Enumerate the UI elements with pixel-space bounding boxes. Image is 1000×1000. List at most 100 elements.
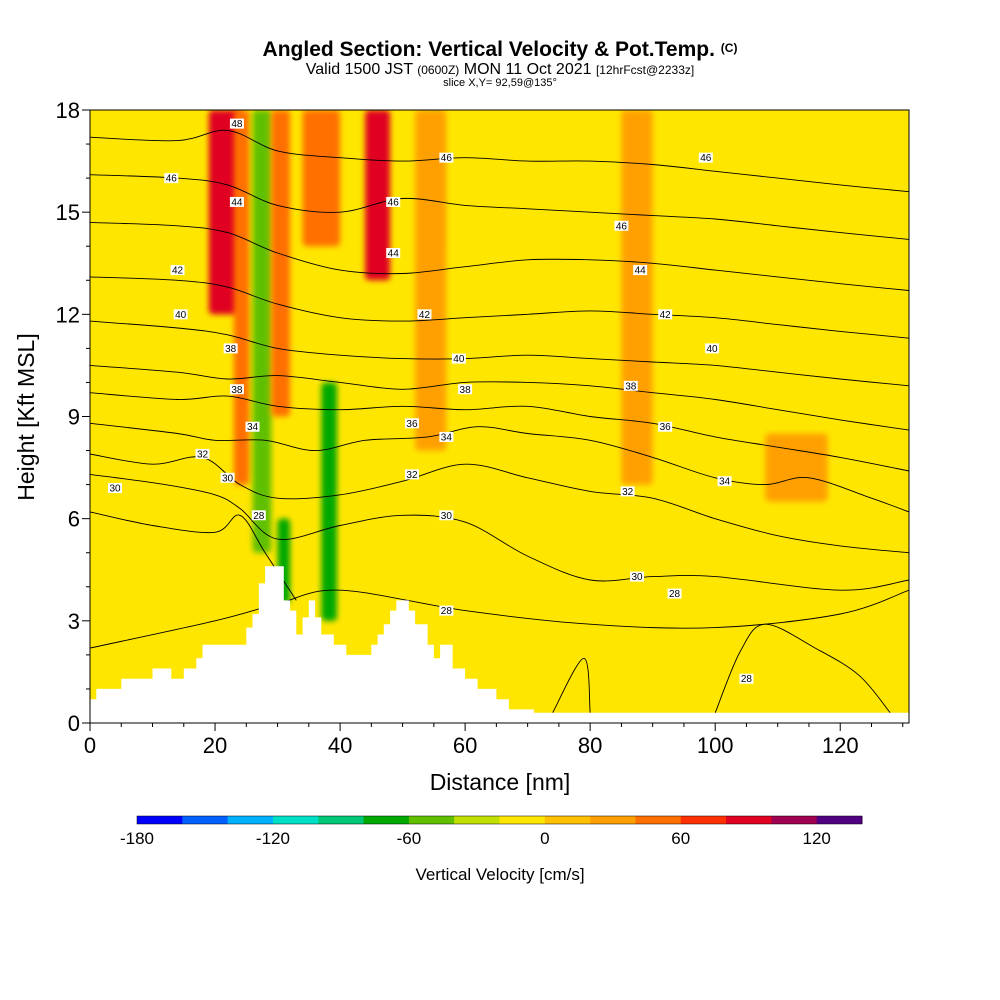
contour-label: 46 <box>616 221 628 232</box>
x-tick-label: 80 <box>578 733 602 758</box>
theta-contour <box>90 221 909 291</box>
velocity-feature <box>321 382 337 621</box>
colorbar-swatch <box>499 816 546 824</box>
contour-label: 48 <box>231 119 243 130</box>
contour-label-box <box>439 431 454 442</box>
contour-label-box <box>170 265 185 276</box>
plot-area: 48 46 44 46 46 46 46 44 44 42 42 42 40 40 40 38 38 38 38 34… <box>90 110 909 723</box>
colorbar-swatch <box>272 816 319 824</box>
contour-label-box <box>439 152 454 163</box>
contour-label-box <box>658 309 673 320</box>
colorbar-swatch <box>816 816 863 824</box>
velocity-feature <box>621 110 653 485</box>
theta-contour <box>90 511 297 601</box>
colorbar-tick-label: -180 <box>120 829 154 848</box>
colorbar-swatch <box>771 816 818 824</box>
contour-label-box <box>220 472 235 483</box>
colorbar-swatch <box>227 816 274 824</box>
contour-label: 36 <box>660 422 672 433</box>
chart-title: Angled Section: Vertical Velocity & Pot.… <box>262 38 738 61</box>
contour-label-box <box>195 448 210 459</box>
contour-label: 34 <box>247 422 259 433</box>
contour-label-box <box>630 571 645 582</box>
velocity-feature <box>271 110 291 417</box>
colorbar-swatch <box>680 816 727 824</box>
contour-label-box <box>739 673 754 684</box>
contour-label: 28 <box>253 511 265 522</box>
terrain <box>90 566 909 723</box>
theta-contour <box>90 276 909 339</box>
colorbar-swatch <box>408 816 455 824</box>
chart-subtitle: Valid 1500 JST (0600Z) MON 11 Oct 2021 [… <box>305 61 695 78</box>
colorbar-swatch <box>635 816 682 824</box>
x-tick-label: 20 <box>203 733 227 758</box>
contour-label: 44 <box>231 197 243 208</box>
contour-label-box <box>404 418 419 429</box>
y-tick-label: 6 <box>68 507 80 532</box>
contour-label: 42 <box>172 266 184 277</box>
contour-label: 38 <box>231 385 243 396</box>
contour-label-box <box>245 421 260 432</box>
y-tick-label: 3 <box>68 609 80 634</box>
colorbar-swatch <box>454 816 500 824</box>
contour-label-box <box>386 196 401 207</box>
contour-label: 40 <box>707 344 719 355</box>
contour-label: 28 <box>741 674 753 685</box>
theta-contour <box>90 129 909 193</box>
contour-label-box <box>614 220 629 231</box>
y-tick-label: 12 <box>56 302 80 327</box>
velocity-feature <box>302 110 341 247</box>
colorbar-swatch <box>137 816 183 824</box>
x-tick-label: 120 <box>822 733 859 758</box>
contour-label-box <box>229 118 244 129</box>
colorbar-title: Vertical Velocity [cm/s] <box>415 865 584 884</box>
contour-label-box <box>698 152 713 163</box>
contour-label: 36 <box>406 419 418 430</box>
theta-contour <box>90 364 909 431</box>
contour-label-box <box>439 510 454 521</box>
colorbar-tick-label: 0 <box>540 829 549 848</box>
contour-label-box <box>173 309 188 320</box>
contour-label: 32 <box>197 449 209 460</box>
contour-label: 34 <box>441 432 453 443</box>
contour-label: 44 <box>635 266 647 277</box>
contour-label: 28 <box>669 589 681 600</box>
contour-label: 38 <box>225 344 237 355</box>
contour-label: 42 <box>419 310 431 321</box>
y-axis: 0 3 6 9 12 15 18 <box>56 98 90 736</box>
theta-contour <box>90 422 909 513</box>
contour-label-box <box>164 173 179 184</box>
y-tick-label: 9 <box>68 405 80 430</box>
colorbar-swatch <box>318 816 365 824</box>
contour-label-box <box>451 353 466 364</box>
colorbar-swatch <box>544 816 591 824</box>
contour-label: 30 <box>441 511 453 522</box>
contour-label-box <box>417 309 432 320</box>
velocity-feature <box>765 433 828 502</box>
x-axis-title: Distance [nm] <box>430 769 571 795</box>
contour-label-box <box>667 588 682 599</box>
colorbar: -180 -120 -60 0 60 120 <box>120 815 863 848</box>
y-tick-label: 18 <box>56 98 80 123</box>
contour-label: 30 <box>109 484 121 495</box>
contour-label-box <box>223 343 238 354</box>
velocity-feature <box>208 110 241 315</box>
chart-slice-info: slice X,Y= 92,59@135° <box>443 77 557 89</box>
y-tick-label: 0 <box>68 711 80 736</box>
x-axis: 0 20 40 60 80 100 120 <box>84 723 904 758</box>
theta-contour <box>552 657 591 714</box>
contour-label: 28 <box>441 606 453 617</box>
theta-contour <box>714 623 891 714</box>
contour-label: 34 <box>719 477 731 488</box>
x-tick-label: 0 <box>84 733 96 758</box>
velocity-feature <box>415 110 447 451</box>
contour-label-box <box>658 421 673 432</box>
colorbar-swatch <box>590 816 636 824</box>
theta-contours <box>90 129 909 714</box>
contour-label: 46 <box>700 153 712 164</box>
contour-label: 42 <box>660 310 672 321</box>
contour-label: 46 <box>166 174 178 185</box>
contour-label-box <box>717 476 732 487</box>
colorbar-tick-label: 60 <box>671 829 690 848</box>
colorbar-tick-label: -60 <box>397 829 422 848</box>
